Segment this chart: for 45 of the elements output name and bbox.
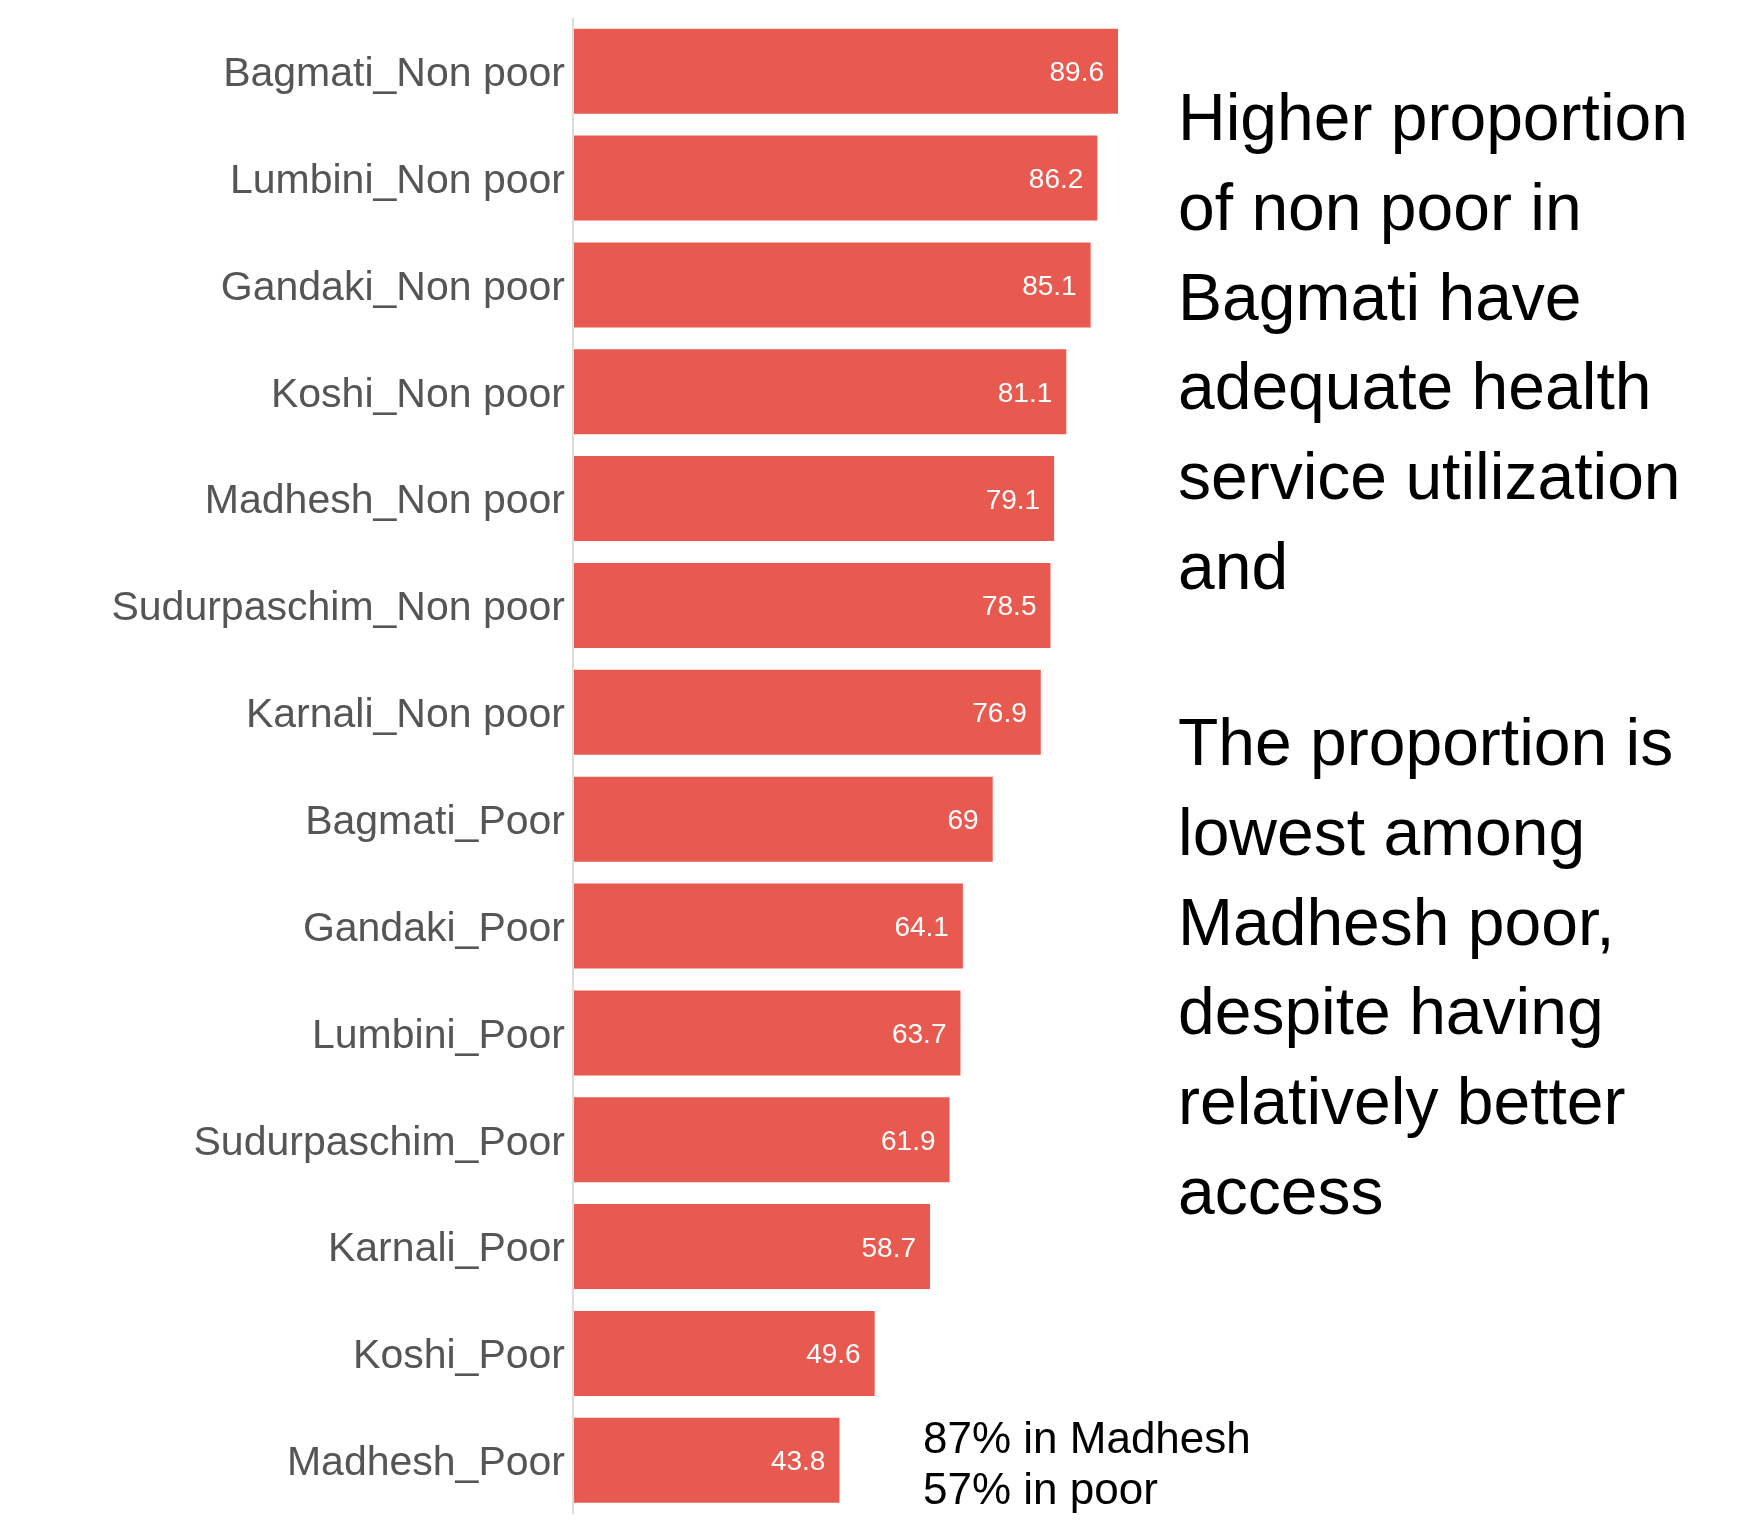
y-tick-label: Madhesh_Non poor [204,476,565,523]
y-tick-label: Madhesh_Poor [286,1438,565,1485]
bar [573,1097,950,1183]
bar [573,349,1067,435]
y-tick-label: Sudurpaschim_Poor [193,1117,565,1164]
data-label: 58.7 [861,1231,917,1263]
y-tick-label: Gandaki_Non poor [220,262,565,309]
data-label: 85.1 [1022,269,1077,301]
bar [573,1204,931,1290]
data-label: 81.1 [997,376,1053,408]
bar [573,135,1098,221]
bar [573,883,963,969]
data-label: 43.8 [770,1445,826,1477]
data-label: 79.1 [985,483,1041,515]
bar [573,456,1055,542]
bar [573,242,1091,328]
y-tick-label: Karnali_Non poor [245,690,565,737]
data-label: 86.2 [1028,162,1084,194]
text: Higher proportion of non poor in Bagmati have adequate health service utilization and [1178,79,1689,605]
data-label: 49.6 [806,1338,861,1370]
bar [573,28,1118,114]
bar [573,990,961,1076]
y-tick-label: Bagmati_Poor [305,796,565,843]
bar [573,562,1051,648]
bar [573,669,1041,755]
data-label: 89.6 [1049,56,1104,88]
data-label: 64.1 [894,910,949,942]
y-tick-label: Koshi_Non poor [270,369,565,416]
data-label: 61.9 [881,1124,936,1156]
bar [573,776,993,862]
data-label: 78.5 [981,590,1037,622]
y-tick-label: Lumbini_Poor [312,1010,565,1057]
text: The proportion is lowest among Madhesh poor, despite having relatively better access [1178,704,1675,1230]
y-tick-label: Karnali_Poor [327,1224,565,1271]
bar [573,1310,875,1396]
bar [573,1417,840,1503]
data-label: 76.9 [972,697,1027,729]
y-tick-label: Gandaki_Poor [302,903,565,950]
y-tick-label: Bagmati_Non poor [223,48,565,95]
y-tick-label: Koshi_Poor [353,1331,565,1378]
y-tick-label: Lumbini_Non poor [229,155,565,202]
y-tick-label: Sudurpaschim_Non poor [111,583,565,630]
data-label: 69 [947,804,979,836]
data-label: 63.7 [891,1017,947,1049]
annotation: 87% in Madhesh 57% in poor [923,1413,1252,1515]
